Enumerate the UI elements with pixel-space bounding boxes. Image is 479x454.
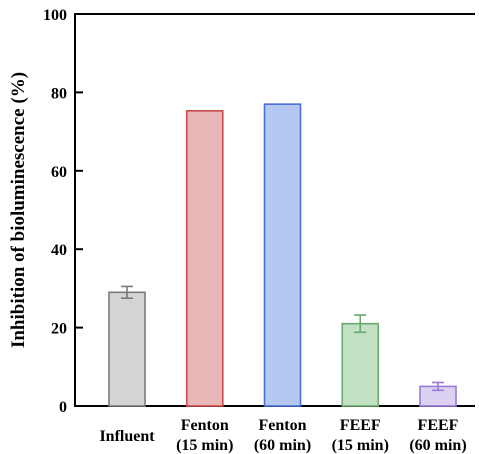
bar <box>108 291 146 407</box>
bar <box>341 322 380 407</box>
bars <box>108 103 457 407</box>
x-tick-label: Fenton (60 min) <box>254 417 311 454</box>
x-tick-label: Fenton (15 min) <box>176 417 233 454</box>
x-tick-label-line: FEEF <box>340 417 381 434</box>
x-tick-label: FEEF (60 min) <box>409 417 466 454</box>
x-tick-label: Influent <box>99 428 155 445</box>
y-tick-label: 100 <box>43 7 67 24</box>
x-tick-label-line: Fenton <box>181 417 229 434</box>
x-tick-label-line: (60 min) <box>254 437 311 454</box>
y-tick-label: 80 <box>51 85 67 102</box>
x-tick-label-line: FEEF <box>418 417 459 434</box>
x-tick-label-line: (60 min) <box>409 437 466 454</box>
x-tick-label-line: (15 min) <box>332 437 389 454</box>
y-ticks: 0 20 40 60 80 100 <box>43 7 83 416</box>
bar <box>185 110 224 407</box>
y-axis-label: Inhibition of bioluminescence (%) <box>8 72 29 348</box>
error-bars <box>121 285 444 392</box>
x-tick-label-line: Fenton <box>259 417 307 434</box>
bar <box>263 103 302 407</box>
x-tick-label: FEEF (15 min) <box>332 417 389 454</box>
y-tick-label: 0 <box>59 399 67 416</box>
y-tick-label: 40 <box>51 242 67 259</box>
y-tick-label: 60 <box>51 164 67 181</box>
y-tick-label: 20 <box>51 321 67 338</box>
x-tick-label-line: (15 min) <box>176 437 233 454</box>
